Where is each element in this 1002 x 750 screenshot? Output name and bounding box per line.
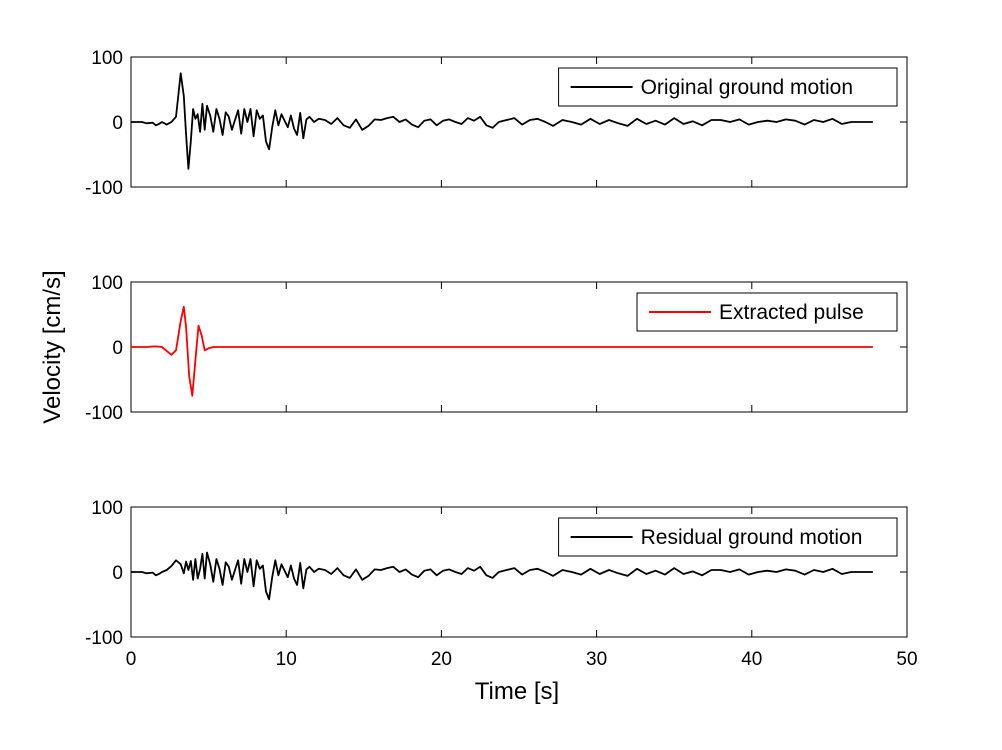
- panel-1: -100 0 100 Original ground motion: [85, 48, 908, 199]
- x-tick-label: 40: [741, 649, 762, 670]
- series-line: [131, 305, 873, 397]
- x-tick-label: 50: [896, 649, 917, 670]
- legend: Residual ground motion: [558, 517, 898, 557]
- x-tick-label: 10: [276, 649, 297, 670]
- series-line: [131, 551, 873, 601]
- legend-label: Extracted pulse: [719, 301, 864, 324]
- y-tick-label: -100: [85, 178, 123, 199]
- x-tick-label: 30: [586, 649, 607, 670]
- series-line: [131, 72, 873, 170]
- legend: Original ground motion: [558, 67, 898, 107]
- x-axis-label: Time [s]: [475, 678, 559, 705]
- y-tick-label: -100: [85, 628, 123, 649]
- y-tick-label: 0: [112, 113, 123, 134]
- panel-2: -100 0 100 Extracted pulse: [85, 273, 908, 424]
- y-tick-label: 0: [112, 563, 123, 584]
- y-tick-label: -100: [85, 403, 123, 424]
- legend: Extracted pulse: [636, 292, 898, 332]
- legend-label: Original ground motion: [641, 76, 853, 99]
- legend-label: Residual ground motion: [641, 526, 863, 549]
- x-tick-label: 0: [126, 649, 137, 670]
- y-tick-label: 100: [91, 498, 123, 519]
- y-tick-label: 100: [91, 273, 123, 294]
- y-axis-label: Velocity [cm/s]: [39, 270, 66, 423]
- y-tick-label: 100: [91, 48, 123, 69]
- x-tick-label: 20: [431, 649, 452, 670]
- y-tick-label: 0: [112, 338, 123, 359]
